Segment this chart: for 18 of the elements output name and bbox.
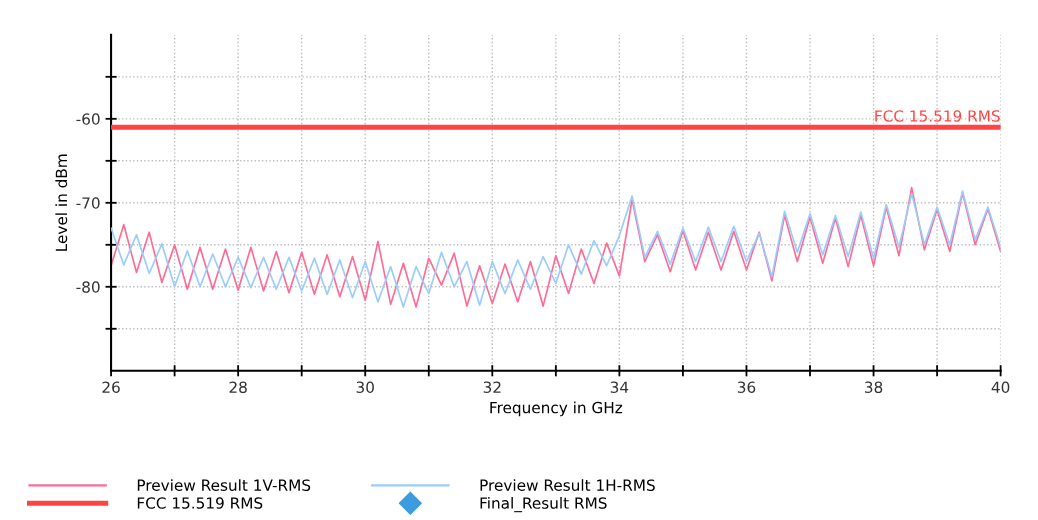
text: Final_Result RMS xyxy=(480,496,607,513)
x-tick-label: 30 xyxy=(356,381,374,393)
x-tick-label: 38 xyxy=(865,381,883,393)
y-axis-title: Level in dBm xyxy=(55,154,68,251)
legend-label: Preview Result 1H-RMS xyxy=(480,479,655,491)
legend-label: Preview Result 1V-RMS xyxy=(137,479,311,491)
x-tick-label: 28 xyxy=(229,381,247,393)
x-tick-label: 34 xyxy=(610,381,629,393)
y-tick-label: -70 xyxy=(76,197,100,209)
y-tick-label: -80 xyxy=(76,281,100,293)
y-tick-label: -60 xyxy=(76,113,100,125)
x-axis-title: Frequency in GHz xyxy=(490,401,623,417)
text: FCC 15.519 RMS xyxy=(137,497,263,509)
x-tick-label: 26 xyxy=(102,381,120,393)
x-tick-label: 40 xyxy=(991,381,1010,393)
x-tick-label: 32 xyxy=(483,381,501,393)
ref-line-label: FCC 15.519 RMS xyxy=(875,110,1000,122)
x-tick-label: 36 xyxy=(737,381,756,393)
